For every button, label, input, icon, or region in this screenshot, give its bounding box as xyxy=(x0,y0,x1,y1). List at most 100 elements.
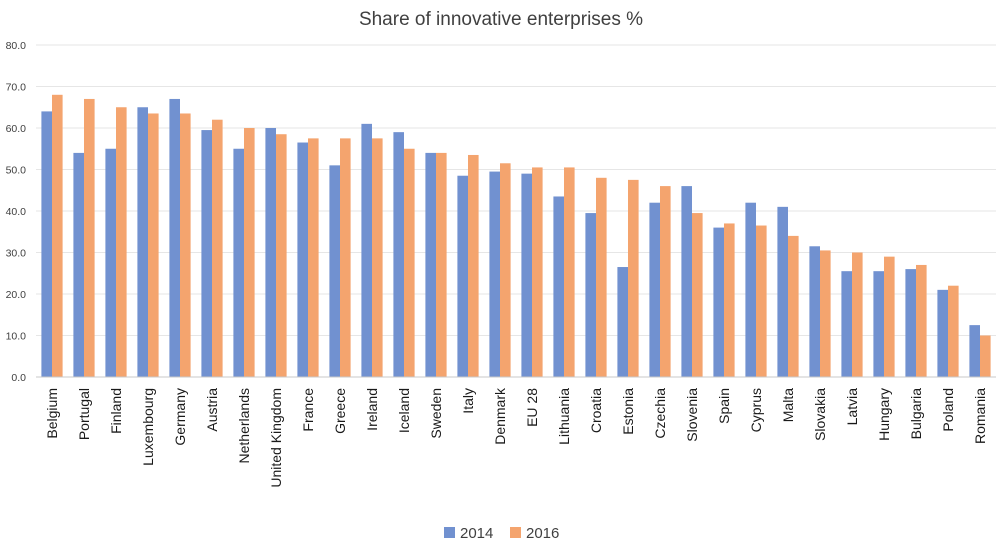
bar-2014 xyxy=(329,165,340,377)
x-tick-label: Poland xyxy=(940,388,956,432)
bar-2016 xyxy=(372,138,383,377)
x-tick-label: Croatia xyxy=(588,388,604,433)
y-tick-label: 50.0 xyxy=(6,165,27,177)
legend-label: 2016 xyxy=(526,525,559,542)
bar-2014 xyxy=(457,175,468,377)
bar-2016 xyxy=(596,177,607,377)
x-tick-label: Sweden xyxy=(428,388,444,439)
bar-2016 xyxy=(148,113,159,377)
x-tick-label: Ireland xyxy=(364,388,380,431)
bar-2014 xyxy=(873,271,884,377)
bar-2016 xyxy=(788,235,799,377)
bar-2016 xyxy=(308,138,319,377)
x-tick-label: Finland xyxy=(108,388,124,434)
bar-2014 xyxy=(169,98,180,377)
x-tick-label: Bulgaria xyxy=(908,388,924,440)
bar-2016 xyxy=(212,119,223,377)
bar-2016 xyxy=(852,252,863,377)
x-tick-label: Romania xyxy=(972,388,988,444)
x-tick-label: Austria xyxy=(204,388,220,432)
y-tick-label: 70.0 xyxy=(6,82,27,94)
bar-2016 xyxy=(628,179,639,377)
x-tick-label: Italy xyxy=(460,388,476,414)
x-tick-label: Denmark xyxy=(492,387,508,445)
bar-2016 xyxy=(564,167,575,377)
y-tick-label: 10.0 xyxy=(6,331,27,343)
x-tick-label: Cyprus xyxy=(748,388,764,432)
x-tick-label: Estonia xyxy=(620,388,636,435)
bar-2014 xyxy=(41,111,52,378)
y-tick-label: 20.0 xyxy=(6,289,27,301)
bar-2014 xyxy=(809,246,820,377)
y-tick-label: 80.0 xyxy=(6,40,27,52)
bar-2016 xyxy=(660,186,671,377)
x-tick-label: Czechia xyxy=(652,388,668,439)
y-tick-label: 40.0 xyxy=(6,206,27,218)
x-tick-label: Hungary xyxy=(876,388,892,441)
bar-2014 xyxy=(393,132,404,377)
bar-2016 xyxy=(980,335,991,377)
x-tick-label: Lithuania xyxy=(556,388,572,445)
x-tick-label: Latvia xyxy=(844,388,860,426)
bar-2014 xyxy=(969,325,980,377)
bar-2016 xyxy=(244,128,255,377)
bar-2014 xyxy=(297,142,308,377)
x-tick-label: France xyxy=(300,388,316,432)
bar-2014 xyxy=(617,267,628,377)
bar-2014 xyxy=(553,196,564,377)
x-tick-label: Malta xyxy=(780,388,796,422)
bar-2014 xyxy=(649,202,660,377)
legend-swatch xyxy=(510,527,521,538)
x-tick-label: Belgium xyxy=(44,388,60,439)
legend: 2014 2016 xyxy=(444,525,559,542)
bar-2014 xyxy=(489,171,500,377)
bar-2014 xyxy=(681,186,692,377)
x-tick-label: EU 28 xyxy=(524,388,540,427)
bar-2014 xyxy=(137,107,148,377)
bar-2014 xyxy=(777,206,788,377)
legend-swatch xyxy=(444,527,455,538)
x-tick-label: Spain xyxy=(716,388,732,424)
bar-2014 xyxy=(713,227,724,377)
chart-title: Share of innovative enterprises % xyxy=(359,9,643,30)
y-axis-ticks: 0.0 10.0 20.0 30.0 40.0 50.0 60.0 70.0 80.0 xyxy=(6,40,27,384)
y-tick-label: 60.0 xyxy=(6,123,27,135)
bar-2016 xyxy=(52,94,63,378)
x-tick-label: United Kingdom xyxy=(268,388,284,488)
bar-2016 xyxy=(180,113,191,377)
bar-2014 xyxy=(105,148,116,377)
bar-2016 xyxy=(884,256,895,377)
bar-2016 xyxy=(532,167,543,377)
bar-2016 xyxy=(84,98,95,377)
bar-2014 xyxy=(585,213,596,377)
x-tick-label: Greece xyxy=(332,388,348,434)
x-tick-label: Portugal xyxy=(76,388,92,440)
bars xyxy=(41,94,991,378)
bar-2016 xyxy=(116,107,127,377)
bar-2016 xyxy=(276,134,287,377)
bar-2016 xyxy=(724,223,735,377)
bar-2016 xyxy=(948,285,959,377)
bar-2016 xyxy=(692,213,703,377)
bar-2016 xyxy=(340,138,351,377)
legend-label: 2014 xyxy=(460,525,493,542)
bar-2014 xyxy=(937,289,948,377)
x-tick-label: Iceland xyxy=(396,388,412,433)
x-tick-label: Slovenia xyxy=(684,388,700,442)
bar-2016 xyxy=(916,264,927,377)
bar-2014 xyxy=(201,130,212,377)
bar-2014 xyxy=(841,271,852,377)
bar-2014 xyxy=(745,202,756,377)
x-tick-label: Netherlands xyxy=(236,388,252,464)
x-tick-label: Slovakia xyxy=(812,388,828,441)
bar-2014 xyxy=(73,152,84,377)
y-tick-label: 0.0 xyxy=(11,372,26,384)
bar-2014 xyxy=(425,152,436,377)
y-tick-label: 30.0 xyxy=(6,248,27,260)
bar-2016 xyxy=(500,163,511,377)
bar-2014 xyxy=(521,173,532,377)
x-tick-label: Germany xyxy=(172,388,188,446)
bar-2016 xyxy=(404,148,415,377)
